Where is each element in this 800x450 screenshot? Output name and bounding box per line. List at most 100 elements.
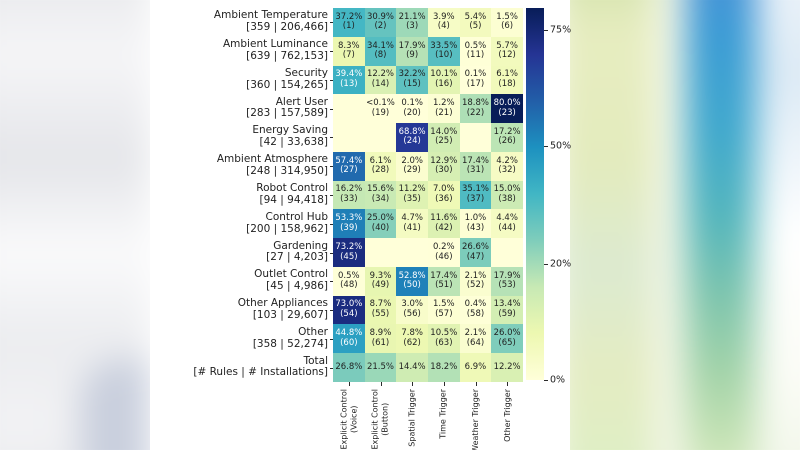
cell-value: 34.1% [366,40,394,51]
cell-rank: (31) [466,165,485,176]
row-label: Ambient Luminance [639 | 762,153] [223,39,328,63]
heatmap-cell: 6.9% [459,353,492,382]
row-label-name: Control Hub [265,210,328,223]
heatmap-cell: 18.8% (22) [459,94,492,124]
cell-value: 2.1% [464,328,487,339]
cell-rank: (24) [403,136,421,147]
cell-rank: (1) [342,21,355,32]
heatmap-cell: 1.5% (57) [427,295,460,325]
heatmap-cell: 1.2% (21) [427,94,460,124]
cell-value: 33.5% [430,40,458,51]
row-label-name: Outlet Control [254,268,328,281]
column-label: Time Trigger [439,389,449,439]
cell-value: 80.0% [493,98,521,109]
cell-value: 0.1% [401,98,423,109]
heatmap-cell [333,94,365,124]
cell-rank: (5) [469,21,482,32]
cell-value: 2.0% [401,155,423,166]
heatmap-cell: <0.1% (19) [364,94,397,124]
heatmap: 37.2% (1) 30.9% (2) 21.1% (3) 3.9% (4) 5.4% (5) 1.… [333,8,523,382]
row-label: Energy Saving [42 | 33,638] [252,124,328,150]
cell-value: 17.2% [493,126,521,137]
cell-value: 73.0% [335,299,363,310]
heatmap-cell: 16.2% (33) [333,180,365,210]
cell-value: 10.5% [430,328,458,339]
cell-value: 5.7% [496,40,518,51]
cell-value: 53.3% [335,213,363,224]
cell-value: 1.5% [432,299,455,310]
cell-rank: (18) [498,78,516,89]
heatmap-cell: 73.0% (54) [333,295,365,325]
cell-value: 0.5% [338,270,360,281]
heatmap-cell: 3.0% (56) [396,295,428,325]
cell-rank: (53) [498,280,516,291]
cell-rank: (11) [466,50,485,61]
heatmap-cell: 17.9% (9) [396,36,428,66]
heatmap-cell: 15.6% (34) [364,180,397,210]
heatmap-cell: 21.5% [364,353,397,382]
row-label: Outlet Control [45 | 4,986] [254,268,328,294]
cell-rank: (19) [371,107,390,118]
cell-rank: (56) [403,309,421,320]
row-label: Ambient Atmosphere [248 | 314,950] [217,154,328,178]
heatmap-cell: 53.3% (39) [333,209,365,239]
cell-rank: (26) [498,136,516,147]
cell-value: 39.4% [335,69,363,80]
cell-rank: (9) [406,50,419,61]
heatmap-cell: 32.2% (15) [396,65,428,95]
row-label-counts: [283 | 157,589] [246,107,328,120]
row-label-name: Energy Saving [252,124,328,137]
heatmap-cell: 13.4% (59) [491,295,523,325]
cell-rank: (10) [435,50,453,61]
heatmap-cell: 26.8% [333,353,365,382]
cell-value: 5.4% [464,11,487,22]
cell-rank: (52) [466,280,485,291]
cell-value: 73.2% [335,241,363,252]
heatmap-cell: 17.4% (51) [427,266,460,296]
cell-rank: (55) [371,309,390,320]
y-tick [329,79,333,81]
cell-rank: (32) [498,165,516,176]
heatmap-cell: 17.9% (53) [491,266,523,296]
heatmap-cell: 10.5% (63) [427,324,460,354]
backdrop-blue-band [686,0,760,450]
cell-rank: (20) [403,107,421,118]
cell-value: 37.2% [335,11,363,22]
x-tick [443,382,445,386]
cell-value: 12.9% [430,155,458,166]
heatmap-cell: 26.0% (65) [491,324,523,354]
row-label: Control Hub [200 | 158,962] [246,210,328,236]
heatmap-cell: 14.0% (25) [427,123,460,152]
heatmap-cell: 0.4% (58) [459,295,492,325]
heatmap-cell: 0.5% (48) [333,266,365,296]
y-tick [329,223,333,225]
heatmap-cell [364,123,397,152]
heatmap-cell: 12.2% (14) [364,65,397,95]
cell-rank: (15) [403,78,421,89]
cell-rank: (3) [406,21,419,32]
y-tick [329,108,333,110]
heatmap-cell: 73.2% (45) [333,238,365,267]
cell-value: 17.9% [493,270,521,281]
cell-rank: (27) [340,165,358,176]
heatmap-cell: 8.3% (7) [333,36,365,66]
cell-rank: (22) [466,107,485,118]
heatmap-cell: 80.0% (23) [491,94,523,124]
cell-rank: (50) [403,280,421,291]
row-label: Robot Control [94 | 94,418] [256,182,328,207]
colorbar-tick [544,146,548,147]
cell-rank: (16) [435,78,453,89]
cell-value: 17.4% [461,155,489,166]
heatmap-cell [396,238,428,267]
row-label-counts: [359 | 206,466] [246,21,328,34]
row-label: Alert User [283 | 157,589] [246,96,328,121]
cell-value: 11.6% [430,213,458,224]
row-label-name: Ambient Atmosphere [216,153,328,166]
column-label: Spatial Trigger [407,389,417,447]
cell-value: 26.6% [461,241,489,252]
cell-value: 12.2% [366,69,394,80]
cell-rank: (40) [371,222,390,233]
cell-rank: (41) [403,222,421,233]
cell-rank: (33) [340,193,358,204]
